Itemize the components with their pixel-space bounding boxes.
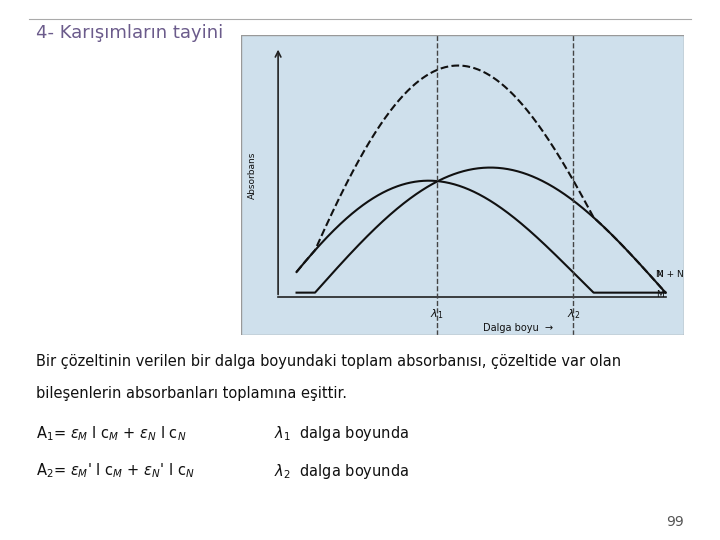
- Text: N: N: [657, 270, 663, 279]
- Text: $\lambda_1$  dalga boyunda: $\lambda_1$ dalga boyunda: [274, 424, 409, 443]
- Text: Absorbans: Absorbans: [248, 152, 257, 199]
- Text: bileşenlerin absorbanları toplamına eşittir.: bileşenlerin absorbanları toplamına eşit…: [36, 386, 347, 401]
- Text: M: M: [657, 291, 664, 300]
- Text: 99: 99: [666, 515, 684, 529]
- Text: M + N: M + N: [657, 270, 684, 279]
- Text: $\lambda_1$: $\lambda_1$: [430, 307, 444, 321]
- Text: Dalga boyu  →: Dalga boyu →: [483, 323, 553, 333]
- Text: $\lambda_2$  dalga boyunda: $\lambda_2$ dalga boyunda: [274, 462, 409, 481]
- Text: 4- Karışımların tayini: 4- Karışımların tayini: [36, 24, 223, 42]
- Text: Bir çözeltinin verilen bir dalga boyundaki toplam absorbanısı, çözeltide var ola: Bir çözeltinin verilen bir dalga boyunda…: [36, 354, 621, 369]
- Text: A$_1$= $\varepsilon_M$ l c$_M$ + $\varepsilon_N$ l c$_N$: A$_1$= $\varepsilon_M$ l c$_M$ + $\varep…: [36, 424, 186, 443]
- Text: A$_2$= $\varepsilon_M$' l c$_M$ + $\varepsilon_N$' l c$_N$: A$_2$= $\varepsilon_M$' l c$_M$ + $\vare…: [36, 462, 194, 481]
- Text: $\lambda_2$: $\lambda_2$: [567, 307, 580, 321]
